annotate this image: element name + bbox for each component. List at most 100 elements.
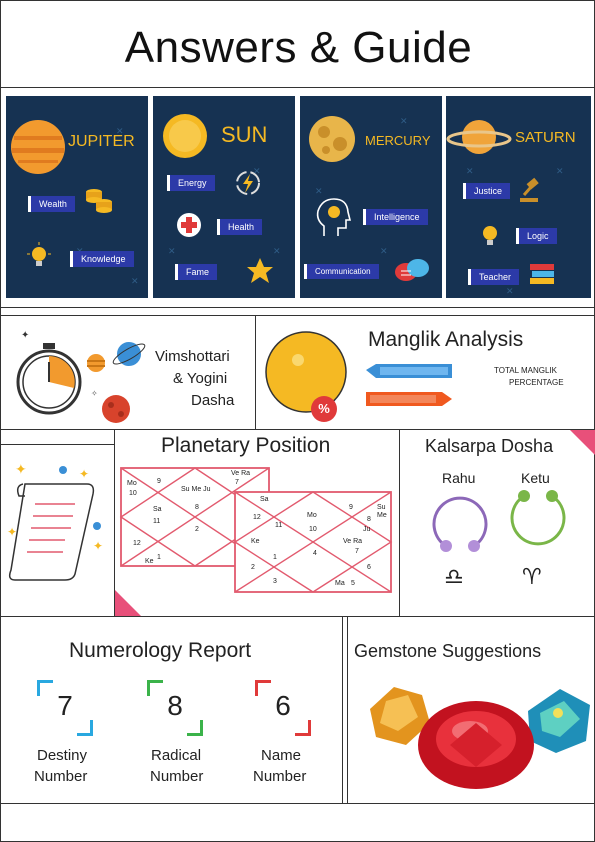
chart2-label: Me xyxy=(377,512,387,519)
chart2-label: Su xyxy=(377,504,386,511)
manglik-total-line-1: TOTAL MANGLIK xyxy=(494,366,557,375)
chart2-label: Ma xyxy=(335,580,345,587)
sun-planet-icon xyxy=(163,114,207,158)
title-divider xyxy=(1,87,595,88)
scroll-icon: ✦ ✦ ✦ ✦ xyxy=(7,461,103,581)
svg-text:✦: ✦ xyxy=(15,461,27,477)
chart1-label: Ve Ra xyxy=(231,470,251,477)
svg-text:✦: ✦ xyxy=(21,330,29,341)
birth-charts xyxy=(119,467,393,593)
sparkle-icon: ✕ xyxy=(400,116,408,126)
sparkle-icon: ✕ xyxy=(380,246,388,256)
scroll-section[interactable]: ✦ ✦ ✦ ✦ xyxy=(1,430,114,616)
tag-knowledge: Knowledge xyxy=(70,251,134,267)
gemstone-title: Gemstone Suggestions xyxy=(354,641,542,661)
tag-justice: Justice xyxy=(463,183,511,199)
percent-badge: % xyxy=(311,396,337,422)
jupiter-title: JUPITER xyxy=(68,133,135,150)
chart2-label: 10 xyxy=(309,526,317,533)
page-title: Answers & Guide xyxy=(124,23,473,72)
energy-icon xyxy=(236,171,260,195)
bracket-icon xyxy=(187,720,203,736)
libra-sign-icon: ♎ xyxy=(444,564,464,589)
ketu-label: Ketu xyxy=(521,470,550,486)
chart2-label: 7 xyxy=(355,548,359,555)
radical-number-card[interactable]: 8 xyxy=(147,680,203,736)
saturn-planet-icon xyxy=(446,120,512,154)
radical-label-2: Number xyxy=(150,768,204,785)
svg-text:✧: ✧ xyxy=(91,389,98,398)
aries-sign-icon: ♈ xyxy=(522,564,542,589)
dasha-line-1: Vimshottari xyxy=(155,348,230,365)
chart1-label: 9 xyxy=(157,478,161,485)
bracket-icon xyxy=(295,720,311,736)
manglik-title: Manglik Analysis xyxy=(368,328,524,351)
bracket-icon xyxy=(255,680,271,696)
kalsarpa-section[interactable]: Kalsarpa Dosha Rahu Ketu ♎ ♈ xyxy=(400,430,595,616)
tag-logic: Logic xyxy=(516,228,557,244)
destiny-label-1: Destiny xyxy=(37,747,88,764)
rahu-label: Rahu xyxy=(442,470,476,486)
divider xyxy=(347,617,348,803)
name-number-value: 6 xyxy=(275,690,291,721)
gavel-icon xyxy=(520,177,539,202)
numerology-title: Numerology Report xyxy=(69,639,252,662)
radical-label-1: Radical xyxy=(151,747,202,764)
radical-number-value: 8 xyxy=(167,690,183,721)
gemstones-icon xyxy=(370,687,590,789)
chart1-label: 10 xyxy=(129,490,137,497)
destiny-label-2: Number xyxy=(34,768,88,785)
tag-energy: Energy xyxy=(167,175,215,191)
name-label-1: Name xyxy=(261,747,302,764)
jupiter-card[interactable]: ✕ ✕ ✕ ✕ JUPITER Wealth Knowledge xyxy=(6,96,148,298)
name-number-card[interactable]: 6 xyxy=(255,680,311,736)
numerology-section[interactable]: Numerology Report 7 Destiny Number 8 Rad… xyxy=(1,617,342,802)
corner-accent xyxy=(115,590,141,616)
divider xyxy=(1,803,595,804)
mercury-title: MERCURY xyxy=(365,133,431,148)
sparkle-icon: ✕ xyxy=(315,186,323,196)
sparkle-icon: ✕ xyxy=(168,246,176,256)
dasha-section[interactable]: ✦ ✧ Vimshottari & Yogini Dasha xyxy=(1,316,255,428)
divider xyxy=(255,316,256,429)
gemstone-section[interactable]: Gemstone Suggestions xyxy=(348,617,595,802)
mercury-card[interactable]: ✕ ✕ ✕ MERCURY Intelligence Communication xyxy=(300,96,442,298)
chart2-label: Sa xyxy=(260,496,269,503)
ketu-icon xyxy=(510,490,566,546)
chart2-label: 4 xyxy=(313,550,317,557)
planetary-section[interactable]: Planetary Position Ve Ra Mo 10 9 Su Me J… xyxy=(115,430,399,616)
dasha-line-3: Dasha xyxy=(191,392,235,409)
divider xyxy=(1,444,114,445)
chart2-label: Ke xyxy=(251,538,260,545)
destiny-number-card[interactable]: 7 xyxy=(37,680,93,736)
corner-accent xyxy=(570,430,595,456)
chart2-label: 1 xyxy=(273,554,277,561)
chart2-label: 6 xyxy=(367,564,371,571)
divider xyxy=(1,429,595,430)
manglik-section[interactable]: Manglik Analysis % TOTAL MANGLIK PERCENT… xyxy=(256,316,595,428)
divider xyxy=(1,616,595,617)
sparkle-icon: ✕ xyxy=(131,276,139,286)
chart2-label: 12 xyxy=(253,514,261,521)
chart1-label: 11 xyxy=(153,518,161,525)
chart2-label: 11 xyxy=(275,522,283,529)
name-label-2: Number xyxy=(253,768,307,785)
tag-intelligence: Intelligence xyxy=(363,209,428,225)
chart1-label: 12 xyxy=(133,540,141,547)
sparkle-icon: ✕ xyxy=(253,166,261,176)
manglik-total-line-2: PERCENTAGE xyxy=(509,378,564,387)
saturn-card[interactable]: ✕ ✕ ✕ SATURN Justice Logic Teacher xyxy=(446,96,591,298)
chart2-label: 2 xyxy=(251,564,255,571)
chart1-label: Mo xyxy=(127,480,137,487)
sun-card[interactable]: ✕ ✕ ✕ SUN Energy Health Fame xyxy=(153,96,295,298)
kalsarpa-title: Kalsarpa Dosha xyxy=(425,436,554,456)
destiny-number-value: 7 xyxy=(57,690,73,721)
chat-bubbles-icon xyxy=(395,259,429,281)
mercury-planet-icon xyxy=(309,116,355,162)
sparkle-icon: ✕ xyxy=(556,166,564,176)
books-icon xyxy=(530,264,554,284)
sparkle-icon: ✕ xyxy=(273,246,281,256)
chart1-label: 1 xyxy=(157,554,161,561)
dasha-line-2: & Yogini xyxy=(173,370,228,387)
